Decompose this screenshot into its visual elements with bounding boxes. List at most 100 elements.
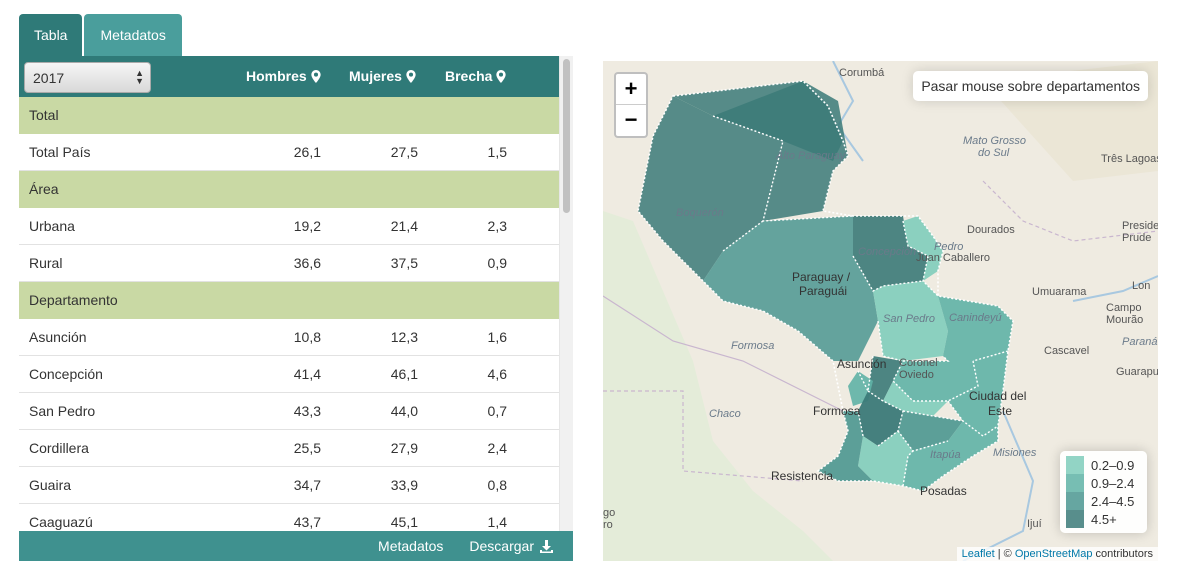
map-label-mato-grosso: Mato Grosso (963, 135, 1026, 147)
department-misiones[interactable] (858, 431, 913, 486)
scrollbar-thumb[interactable] (563, 59, 570, 213)
column-header-mujeres[interactable]: Mujeres (349, 68, 416, 84)
map-label-coronel: Coronel (899, 357, 938, 369)
table-row[interactable]: Rural 36,6 37,5 0,9 (19, 245, 559, 282)
map-legend: 0.2–0.9 0.9–2.4 2.4–4.5 4.5+ (1060, 451, 1147, 533)
map-label-ciudad-del-este: Ciudad del (969, 389, 1027, 403)
legend-item: 4.5+ (1066, 510, 1141, 528)
department-amambay[interactable] (903, 216, 943, 281)
map-label-lon: Lon (1132, 280, 1151, 292)
zoom-out-button[interactable]: − (624, 107, 638, 132)
department-itapua[interactable] (903, 421, 998, 491)
map-label-do-sul: do Sul (978, 147, 1010, 159)
legend-swatch (1066, 456, 1084, 474)
hover-info-box: Pasar mouse sobre departamentos (913, 71, 1148, 101)
department-alto-paraguay[interactable] (638, 96, 783, 281)
department-paraguari[interactable] (858, 391, 903, 446)
map-label-misiones: Misiones (993, 447, 1037, 459)
zoom-in-button[interactable]: + (616, 74, 646, 105)
table-header: 2017 ▲ ▼ Hombres Mujeres Brecha (19, 56, 559, 97)
map-label-alto-paraguay: Alto Paraguay (776, 150, 846, 162)
map-label-guarapu: Guarapu (1116, 366, 1158, 378)
department-neembucu[interactable] (818, 411, 873, 481)
map-label-ijui: Ijuí (1027, 518, 1042, 530)
tab-bar: Tabla Metadatos (19, 14, 182, 56)
map-label-preside: Preside (1122, 220, 1158, 232)
table-footer: Metadatos Descargar (19, 531, 573, 561)
legend-item: 2.4–4.5 (1066, 492, 1141, 510)
map-label-ro: ro (603, 519, 613, 531)
map-label-dourados: Dourados (967, 224, 1015, 236)
map-attribution: Leaflet | © OpenStreetMap contributors (956, 547, 1158, 561)
column-header-brecha[interactable]: Brecha (445, 68, 507, 84)
map-label-paraguai: Paraguái (799, 284, 848, 298)
table-row[interactable]: Asunción 10,8 12,3 1,6 (19, 319, 559, 356)
zoom-control: + − (614, 72, 648, 138)
table-scrollbar[interactable] (559, 56, 573, 531)
map-label-mourao: Mourão (1106, 314, 1144, 326)
tab-tabla[interactable]: Tabla (19, 14, 83, 56)
map-label-canindeyu: Canindeyú (949, 312, 1002, 324)
map-marker-icon (311, 69, 321, 83)
legend-swatch (1066, 510, 1084, 528)
department-cordillera[interactable] (868, 356, 903, 401)
map-label-corumba: Corumbá (839, 67, 885, 79)
table-row[interactable]: San Pedro 43,3 44,0 0,7 (19, 393, 559, 430)
table-row[interactable]: Cordillera 25,5 27,9 2,4 (19, 430, 559, 467)
map-label-umuarama: Umuarama (1032, 286, 1087, 298)
department-concepcion[interactable] (853, 216, 928, 291)
legend-swatch (1066, 492, 1084, 510)
year-select-value: 2017 (33, 69, 65, 86)
map-marker-icon (406, 69, 416, 83)
leaflet-link[interactable]: Leaflet (961, 548, 995, 560)
table-body: Total Total País 26,1 27,5 1,5 Área Urbana 1… (19, 97, 559, 541)
map-label-cascavel: Cascavel (1044, 345, 1090, 357)
map-label-resistencia: Resistencia (771, 469, 834, 483)
download-icon (540, 539, 553, 553)
map-label-posadas: Posadas (920, 484, 967, 498)
department-san-pedro[interactable] (873, 281, 948, 361)
descargar-link[interactable]: Descargar (469, 538, 553, 554)
map-label-tres-lagoas: Três Lagoas (1101, 153, 1158, 165)
map-label-paraguay: Paraguay / (792, 270, 851, 284)
select-arrows-icon: ▲ ▼ (135, 68, 144, 86)
legend-swatch (1066, 474, 1084, 492)
map-label-san-pedro: San Pedro (883, 313, 935, 325)
department-caaguazu[interactable] (893, 361, 978, 401)
table-panel: 2017 ▲ ▼ Hombres Mujeres Brecha Total Tot… (19, 56, 573, 561)
map-label-asuncion: Asunción (837, 357, 887, 371)
table-section-row: Departamento (19, 282, 559, 319)
legend-item: 0.9–2.4 (1066, 474, 1141, 492)
map-label-oviedo: Oviedo (899, 369, 934, 381)
metadatos-link[interactable]: Metadatos (378, 538, 444, 554)
table-row[interactable]: Total País 26,1 27,5 1,5 (19, 134, 559, 171)
department-presidente-hayes[interactable] (703, 216, 878, 361)
table-row[interactable]: Urbana 19,2 21,4 2,3 (19, 208, 559, 245)
map-label-juan-caballero: Juan Caballero (916, 252, 990, 264)
map-marker-icon (496, 69, 507, 83)
map-label-campo: Campo (1106, 302, 1142, 314)
department-guaira[interactable] (883, 381, 948, 416)
tab-metadatos[interactable]: Metadatos (84, 14, 182, 56)
table-section-row: Total (19, 97, 559, 134)
map-label-itapua: Itapúa (930, 449, 961, 461)
table-section-row: Área (19, 171, 559, 208)
map-label-chaco: Chaco (709, 408, 741, 420)
year-select[interactable]: 2017 ▲ ▼ (24, 62, 151, 93)
table-row[interactable]: Guaira 34,7 33,9 0,8 (19, 467, 559, 504)
map-panel[interactable]: Corumbá Mato Grosso do Sul Três Lagoas A… (603, 61, 1158, 561)
column-header-hombres[interactable]: Hombres (246, 68, 321, 84)
map-label-prude: Prude (1122, 232, 1152, 244)
department-alto-parana[interactable] (948, 351, 1008, 436)
legend-item: 0.2–0.9 (1066, 456, 1141, 474)
map-label-concepcion: Concepción (858, 246, 917, 258)
map-label-boqueron: Boquerón (676, 207, 724, 219)
map-label-pedro: Pedro (934, 241, 964, 253)
department-canindeyu[interactable] (938, 296, 1013, 361)
table-row[interactable]: Concepción 41,4 46,1 4,6 (19, 356, 559, 393)
osm-link[interactable]: OpenStreetMap (1014, 548, 1093, 560)
map-label-formosa: Formosa (813, 404, 861, 418)
map-label-este: Este (988, 404, 1013, 418)
map-label-parana: Paraná (1122, 336, 1158, 348)
map-label-go: go (603, 507, 616, 519)
